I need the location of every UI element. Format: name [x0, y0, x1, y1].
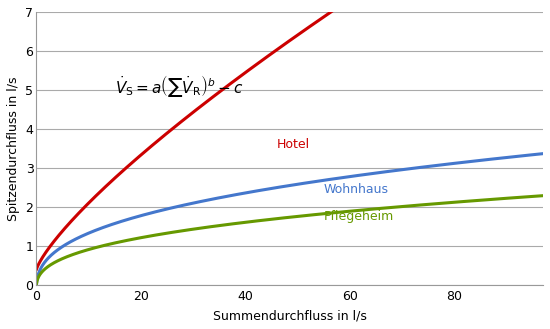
Text: Pflegeheim: Pflegeheim [323, 210, 394, 223]
Text: Wohnhaus: Wohnhaus [323, 183, 389, 196]
Text: $\dot{V}_{\rm S} = a\left(\sum \dot{V}_{\rm R}\right)^b - c$: $\dot{V}_{\rm S} = a\left(\sum \dot{V}_{… [114, 73, 243, 99]
X-axis label: Summendurchfluss in l/s: Summendurchfluss in l/s [213, 309, 367, 322]
Text: Hotel: Hotel [277, 138, 310, 151]
Y-axis label: Spitzendurchfluss in l/s: Spitzendurchfluss in l/s [7, 76, 20, 221]
